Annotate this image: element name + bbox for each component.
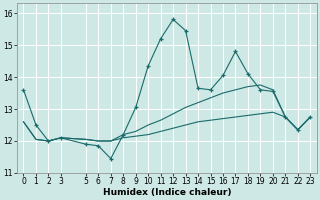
X-axis label: Humidex (Indice chaleur): Humidex (Indice chaleur) [103,188,231,197]
